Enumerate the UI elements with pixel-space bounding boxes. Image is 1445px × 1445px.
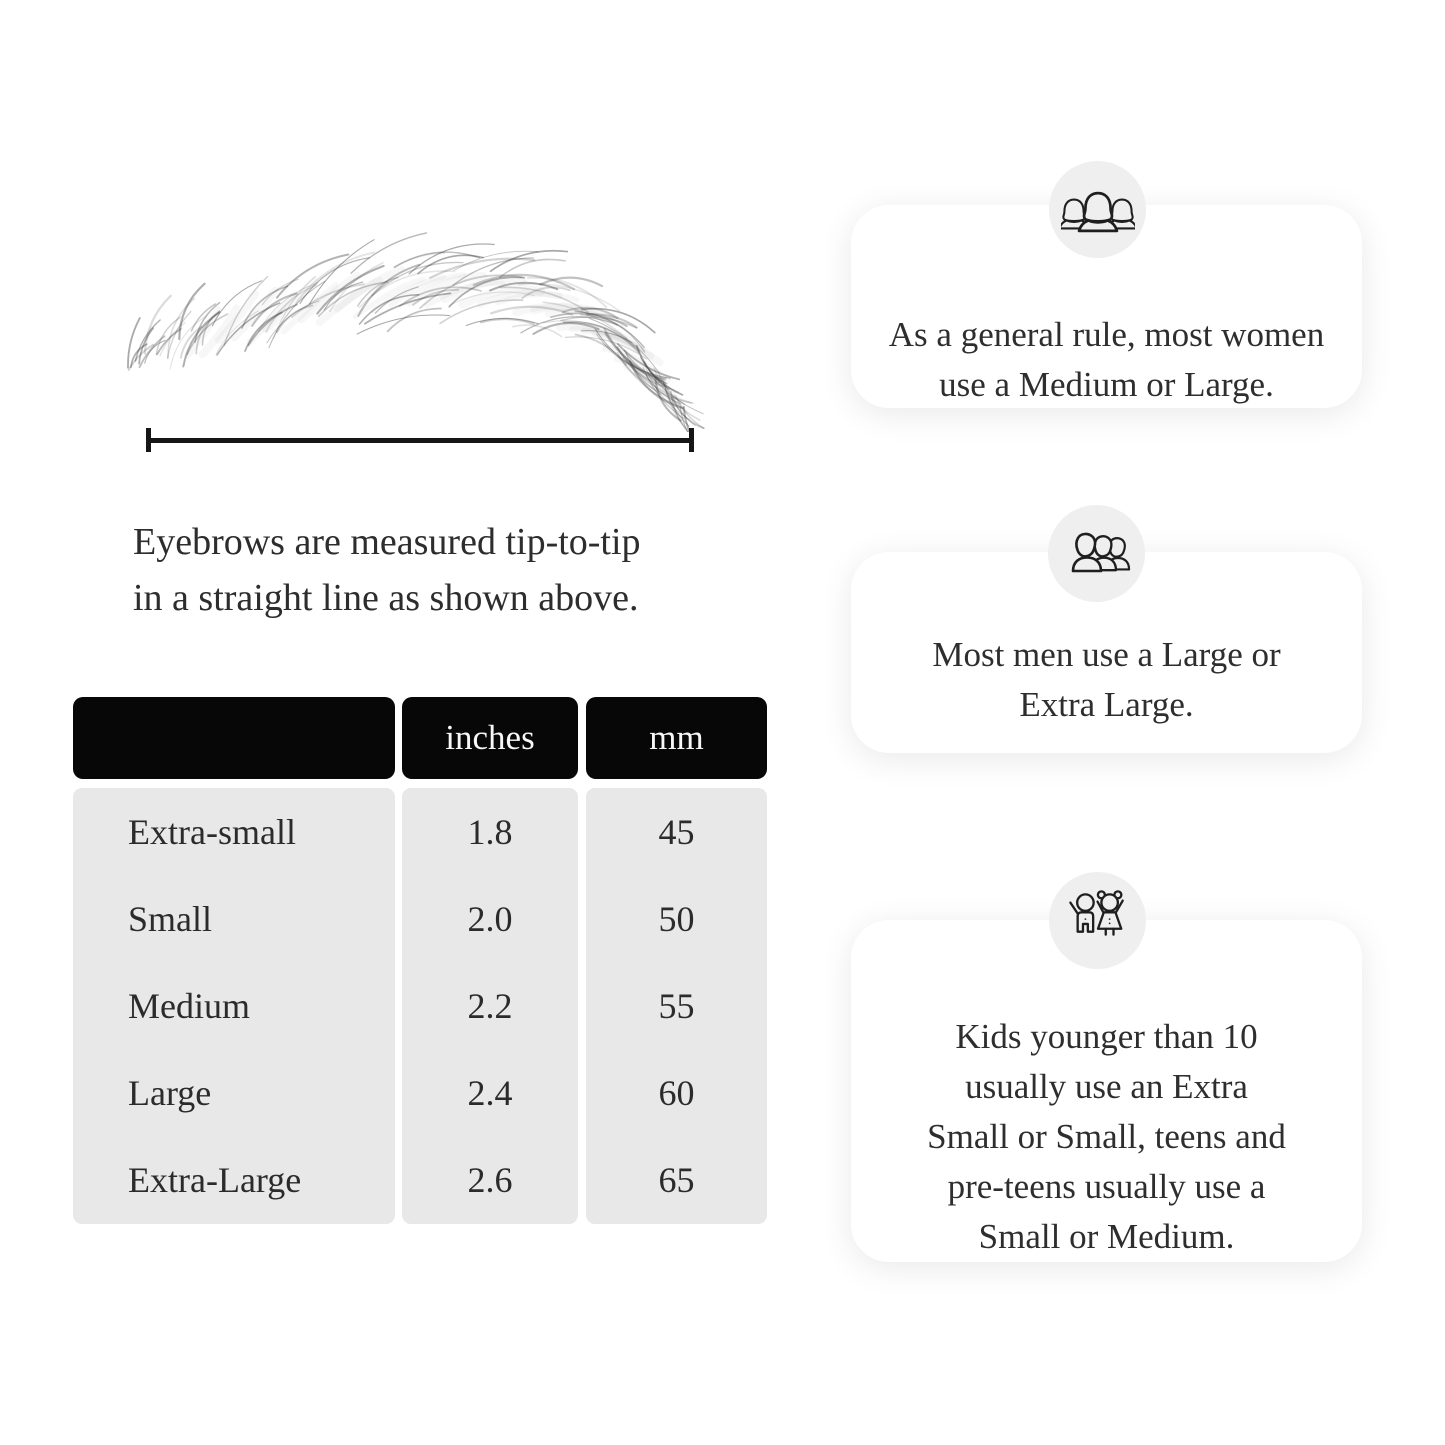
eyebrow-illustration xyxy=(127,232,705,432)
men-group-icon-svg xyxy=(1071,532,1130,572)
card-kids: Kids younger than 10 usually use an Extr… xyxy=(851,920,1362,1262)
inches-value: 2.0 xyxy=(467,898,513,939)
inches-value: 2.6 xyxy=(467,1160,513,1201)
mm-value: 45 xyxy=(658,811,695,852)
women-group-icon xyxy=(1049,161,1146,258)
mm-value: 60 xyxy=(658,1073,695,1114)
size-label: Medium xyxy=(128,985,250,1026)
card-women: As a general rule, most women use a Medi… xyxy=(851,205,1362,408)
measurement-line-right-cap xyxy=(689,428,694,452)
card-kids-text: Kids younger than 10 usually use an Extr… xyxy=(927,1017,1286,1256)
size-label: Extra-small xyxy=(128,811,296,852)
size-label: Small xyxy=(128,898,213,939)
kids-icon xyxy=(1049,872,1146,969)
table-row: Medium 2.2 55 xyxy=(73,962,767,1049)
inches-value: 1.8 xyxy=(467,811,513,852)
kids-icon-svg xyxy=(1068,889,1124,936)
measurement-line-bar xyxy=(146,438,694,443)
table-row: Large 2.4 60 xyxy=(73,1050,767,1137)
table-body-column-mm xyxy=(586,788,767,1224)
measurement-caption: Eyebrows are measured tip-to-tip in a st… xyxy=(133,521,641,619)
table-row: Extra-small 1.8 45 xyxy=(73,788,767,875)
table-header-size xyxy=(73,697,395,779)
mm-value: 55 xyxy=(658,985,695,1026)
men-group-icon xyxy=(1048,505,1145,602)
women-group-icon-svg xyxy=(1060,191,1135,232)
inches-value: 2.4 xyxy=(467,1073,513,1114)
table-body-column-inches xyxy=(402,788,578,1224)
size-table-rows: Extra-small 1.8 45 Small 2.0 50 Medium 2… xyxy=(73,788,767,1224)
card-women-text: As a general rule, most women use a Medi… xyxy=(888,315,1325,404)
measurement-line xyxy=(146,428,694,452)
table-header-inches: inches xyxy=(402,697,578,779)
mm-value: 50 xyxy=(658,898,695,939)
mm-value: 65 xyxy=(658,1160,695,1201)
inches-value: 2.2 xyxy=(467,985,513,1026)
size-label: Large xyxy=(128,1073,212,1114)
table-row: Small 2.0 50 xyxy=(73,875,767,962)
table-body-column-size xyxy=(73,788,395,1224)
table-header-mm: mm xyxy=(586,697,767,779)
table-row: Extra-Large 2.6 65 xyxy=(73,1137,767,1224)
size-label: Extra-Large xyxy=(128,1160,302,1201)
card-men-text: Most men use a Large or Extra Large. xyxy=(932,635,1281,724)
